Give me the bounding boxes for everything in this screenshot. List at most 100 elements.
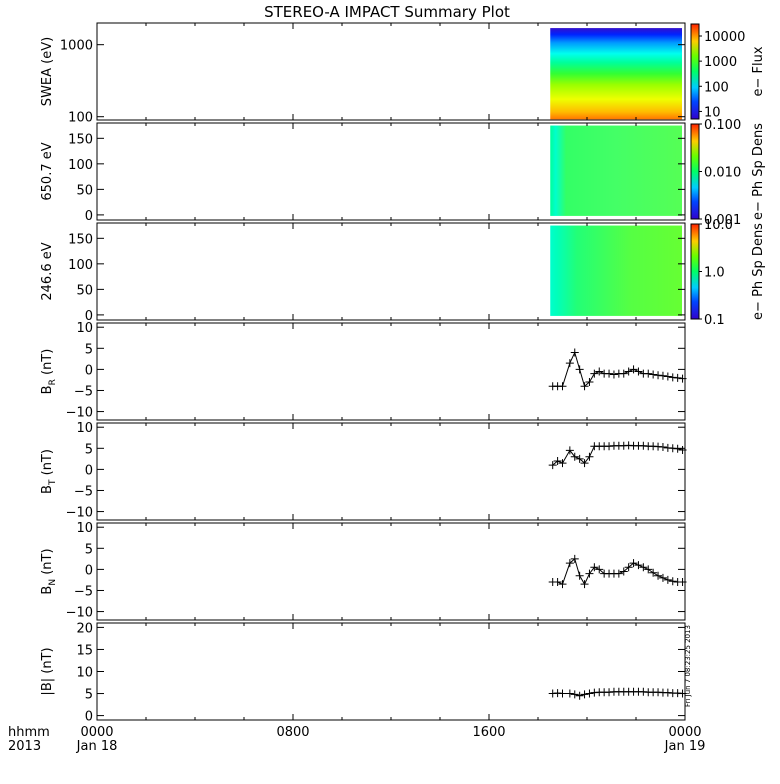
y-tick-label: −5	[74, 584, 93, 599]
data-point	[609, 370, 618, 379]
colorbar-1	[690, 23, 700, 120]
data-point	[658, 443, 667, 452]
spectrogram-3	[550, 225, 682, 316]
data-point	[570, 690, 579, 699]
y-tick-label: 5	[85, 442, 93, 457]
data-point	[678, 578, 687, 587]
y-tick-label: 50	[76, 183, 93, 198]
y-tick-label: 15	[76, 643, 93, 658]
data-point	[649, 568, 658, 577]
y-tick-label: 0	[85, 363, 93, 378]
y-tick-label: −5	[74, 384, 93, 399]
data-point	[558, 382, 567, 391]
y-tick-label: 100	[68, 158, 93, 173]
x-tick-label: 1600	[472, 725, 505, 740]
data-point	[570, 348, 579, 357]
y-tick-label: 10	[76, 666, 93, 681]
data-point	[590, 369, 599, 378]
data-point	[575, 454, 584, 463]
data-point	[565, 446, 574, 455]
data-point	[678, 689, 687, 698]
data-point	[570, 452, 579, 461]
y-tick-label: 0	[85, 309, 93, 324]
panel-7: 20 15 10 5 0 |B| (nT)	[40, 621, 687, 725]
data-point	[565, 359, 574, 368]
x-tick-label: Jan 18	[76, 739, 118, 754]
x-tick-label: 0800	[276, 725, 309, 740]
y-tick-label: 5	[85, 342, 93, 357]
y-axis-label: 650.7 eV	[40, 142, 55, 200]
data-point	[644, 565, 653, 574]
y-tick-label: −10	[66, 506, 93, 521]
data-point	[558, 689, 567, 698]
y-tick-label: 150	[68, 232, 93, 247]
data-point	[634, 561, 643, 570]
y-axis-label: BR (nT)	[40, 349, 58, 395]
data-point	[590, 563, 599, 572]
colorbar-tick-label: 10000	[704, 30, 745, 45]
colorbar-tick-label: 0.001	[704, 213, 741, 228]
data-point	[595, 565, 604, 574]
y-tick-label: 5	[85, 542, 93, 557]
colorbar-3	[690, 223, 700, 320]
y-tick-label: 10	[76, 421, 93, 436]
y-tick-label: 150	[68, 132, 93, 147]
panel-frame	[96, 622, 686, 721]
data-point	[595, 367, 604, 376]
y-tick-label: 0	[85, 563, 93, 578]
colorbar-tick-label: 1.0	[704, 266, 725, 281]
y-tick-label: −5	[74, 484, 93, 499]
data-point	[553, 578, 562, 587]
data-point	[678, 374, 687, 383]
y-axis-label: BT (nT)	[40, 449, 58, 494]
y-tick-label: 0	[85, 209, 93, 224]
y-tick-label: 0	[85, 463, 93, 478]
data-point	[585, 452, 594, 461]
panel-6: 10 5 0 −5 −10 BN (nT)	[40, 521, 687, 621]
panel-2: 0.100 0.010 0.001 e− Ph Sp Dens 150 100 50 0 650…	[40, 118, 766, 228]
spectrogram-2	[550, 125, 682, 216]
data-point	[570, 554, 579, 563]
data-point	[585, 378, 594, 387]
data-point	[629, 559, 638, 568]
colorbar-tick-label: 100	[704, 80, 729, 95]
data-point	[580, 580, 589, 589]
y-axis-label: 246.6 eV	[40, 242, 55, 300]
data-point	[558, 459, 567, 468]
data-point	[575, 691, 584, 700]
colorbar-tick-label: 10	[704, 105, 721, 120]
y-tick-label: −10	[66, 606, 93, 621]
data-point	[619, 567, 628, 576]
data-point	[644, 369, 653, 378]
data-point	[663, 372, 672, 381]
y-axis-label: |B| (nT)	[40, 647, 55, 695]
x-tick-label: 0000	[668, 725, 701, 740]
x-axis-label: hhmm	[8, 725, 50, 740]
colorbar-label: e− Ph Sp Dens	[751, 123, 766, 220]
data-point	[575, 571, 584, 580]
data-point	[565, 689, 574, 698]
y-tick-label: 5	[85, 688, 93, 703]
y-axis-label: SWEA (eV)	[40, 37, 55, 106]
colorbar-tick-label: 0.1	[704, 313, 725, 328]
y-tick-label: 0	[85, 710, 93, 725]
data-point	[565, 559, 574, 568]
data-point	[649, 370, 658, 379]
data-point	[629, 365, 638, 374]
y-tick-label: −10	[66, 406, 93, 421]
colorbar-tick-label: 1000	[704, 55, 737, 70]
panel-1: 10000 1000 100 10 e− Flux 1000 100 SWEA (eV)	[40, 22, 766, 126]
colorbar-tick-label: 0.100	[704, 118, 741, 133]
y-axis-label: BN (nT)	[40, 548, 58, 594]
data-point	[624, 563, 633, 572]
panel-5: 10 5 0 −5 −10 BT (nT)	[40, 421, 687, 521]
data-point	[624, 367, 633, 376]
x-tick-label: Jan 19	[664, 739, 706, 754]
data-point	[558, 580, 567, 589]
series-line	[552, 351, 683, 388]
colorbar-tick-label: 10.0	[704, 218, 733, 233]
